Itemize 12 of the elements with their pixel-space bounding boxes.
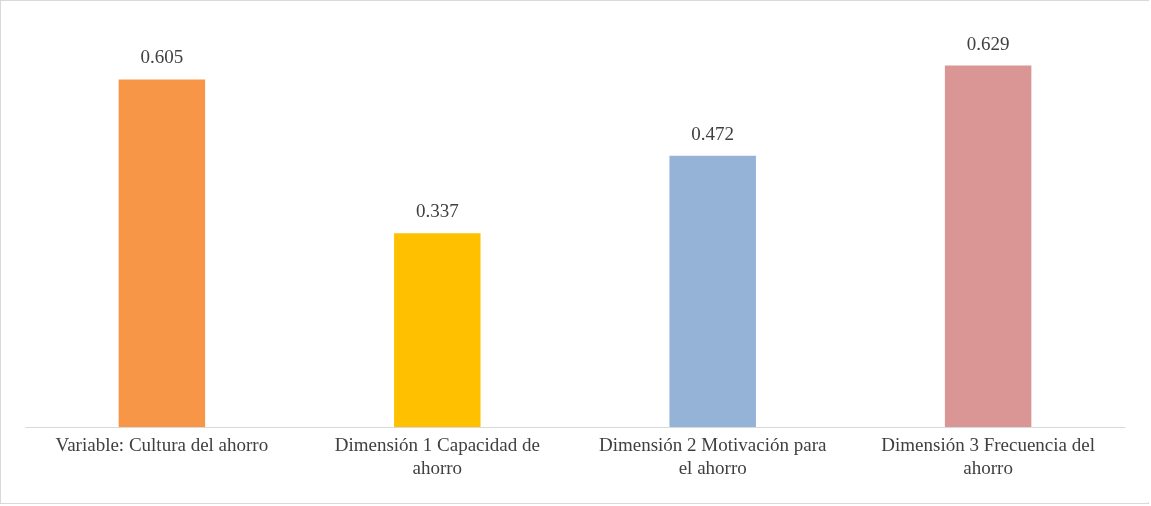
data-label: 0.629 <box>966 32 1010 54</box>
data-label: 0.337 <box>415 200 459 222</box>
x-tick-label: Dimensión 3 Frecuencia del ahorro <box>881 433 1095 478</box>
x-tick-label: Dimensión 2 Motivación para el ahorro <box>598 433 827 478</box>
bar <box>118 79 206 427</box>
x-tick-label: Variable: Cultura del ahorro <box>55 433 269 455</box>
bar <box>669 155 756 427</box>
x-tick-label: Dimensión 1 Capacidad de ahorro <box>334 433 540 478</box>
bar <box>394 233 481 427</box>
data-label: 0.472 <box>691 122 735 144</box>
bar <box>944 65 1032 427</box>
data-label: 0.605 <box>140 46 184 68</box>
